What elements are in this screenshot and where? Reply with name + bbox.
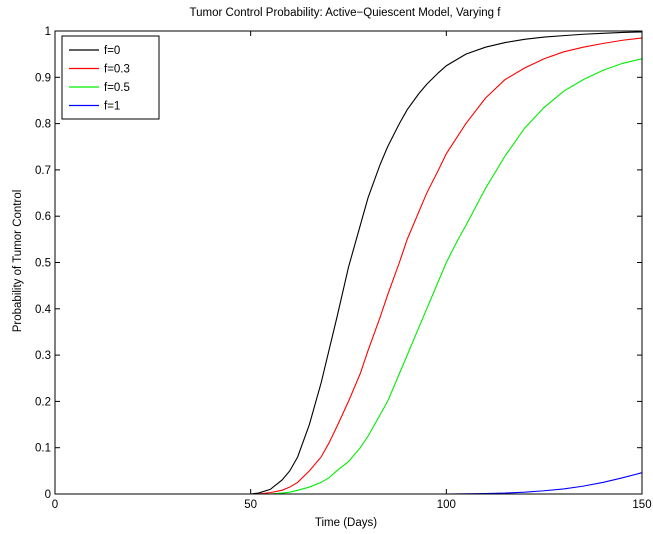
y-tick-label-0: 0: [45, 489, 51, 501]
x-tick-label-1: 50: [244, 499, 257, 511]
series-line-3: [55, 472, 643, 495]
y-tick-label-9: 0.9: [35, 72, 51, 84]
plot-area: 0 50 100 150 0 0.1 0.2 0.3 0.4 0.5 0.6 0.7 0.8 0.9 1 f=…: [35, 26, 652, 511]
legend-label-2: f=0.5: [104, 82, 130, 94]
series-line-2: [55, 58, 643, 495]
x-tick-label-0: 0: [52, 499, 58, 511]
x-axis-label: Time (Days): [315, 517, 377, 529]
legend-label-1: f=0.3: [104, 64, 130, 76]
series-line-0: [55, 31, 643, 495]
legend-label-0: f=0: [104, 45, 120, 57]
y-tick-label-3: 0.3: [35, 350, 51, 362]
y-tick-label-4: 0.4: [35, 304, 52, 316]
y-tick-label-6: 0.6: [35, 211, 51, 223]
y-tick-label-7: 0.7: [35, 165, 51, 177]
series-line-1: [55, 37, 643, 495]
y-tick-label-8: 0.8: [35, 119, 51, 131]
x-tick-label-3: 150: [632, 499, 651, 511]
y-tick-label-1: 0.1: [35, 443, 51, 455]
chart-title: Tumor Control Probability: Active−Quiesc…: [190, 7, 502, 19]
y-axis-label: Probability of Tumor Control: [12, 190, 24, 333]
y-tick-label-5: 0.5: [35, 258, 51, 270]
x-tick-label-2: 100: [437, 499, 456, 511]
y-tick-label-10: 1: [45, 26, 51, 38]
legend-label-3: f=1: [104, 101, 120, 113]
y-tick-label-2: 0.2: [35, 396, 51, 408]
